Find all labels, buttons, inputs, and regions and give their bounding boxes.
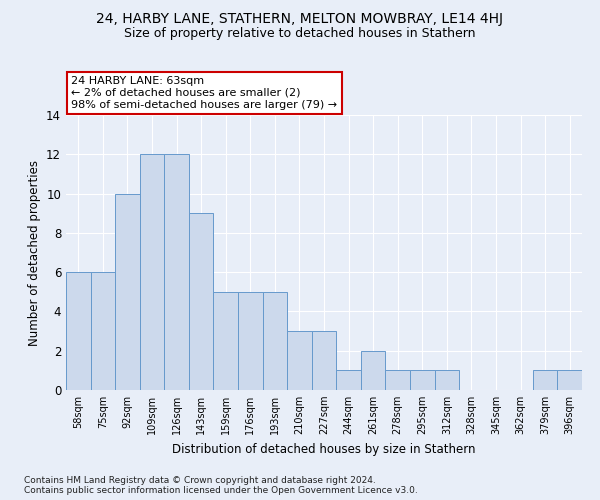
Bar [385,370,410,390]
Bar [312,331,336,390]
Text: 24, HARBY LANE, STATHERN, MELTON MOWBRAY, LE14 4HJ: 24, HARBY LANE, STATHERN, MELTON MOWBRAY… [97,12,503,26]
Bar [434,370,459,390]
Bar [214,292,238,390]
Text: Contains HM Land Registry data © Crown copyright and database right 2024.
Contai: Contains HM Land Registry data © Crown c… [24,476,418,495]
Bar [336,370,361,390]
X-axis label: Distribution of detached houses by size in Stathern: Distribution of detached houses by size … [172,442,476,456]
Bar [557,370,582,390]
Bar [115,194,140,390]
Bar [263,292,287,390]
Bar [361,350,385,390]
Bar [66,272,91,390]
Bar [164,154,189,390]
Bar [287,331,312,390]
Bar [410,370,434,390]
Bar [91,272,115,390]
Bar [189,213,214,390]
Bar [140,154,164,390]
Y-axis label: Number of detached properties: Number of detached properties [28,160,41,346]
Bar [238,292,263,390]
Text: 24 HARBY LANE: 63sqm
← 2% of detached houses are smaller (2)
98% of semi-detache: 24 HARBY LANE: 63sqm ← 2% of detached ho… [71,76,337,110]
Bar [533,370,557,390]
Text: Size of property relative to detached houses in Stathern: Size of property relative to detached ho… [124,28,476,40]
